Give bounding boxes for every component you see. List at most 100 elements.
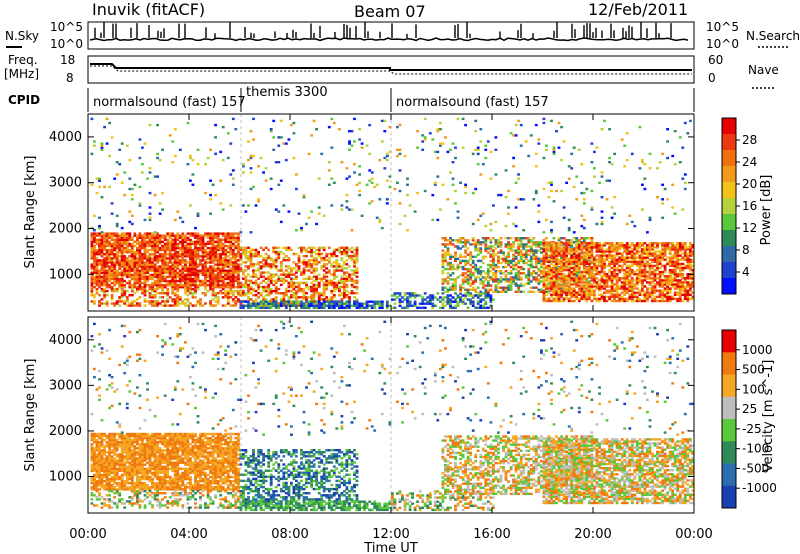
heatmap-cell — [211, 273, 215, 277]
heatmap-cell — [572, 289, 576, 292]
heatmap-cell — [181, 251, 185, 254]
heatmap-cell — [108, 255, 111, 258]
heatmap-cell — [620, 297, 624, 301]
heatmap-cell — [499, 245, 503, 248]
heatmap-cell — [249, 281, 253, 285]
heatmap-cell — [661, 279, 664, 282]
heatmap-cell — [600, 256, 604, 259]
heatmap-cell — [138, 284, 142, 287]
heatmap-cell — [529, 241, 533, 244]
heatmap-cell — [567, 293, 571, 296]
heatmap-cell — [368, 304, 372, 307]
heatmap-cell — [191, 259, 195, 262]
heatmap-cell — [603, 291, 606, 294]
heatmap-cell — [663, 242, 667, 245]
heatmap-cell — [668, 281, 672, 284]
heatmap-cell — [565, 250, 568, 253]
heatmap-cell — [610, 248, 614, 251]
heatmap-cell — [565, 287, 568, 290]
heatmap-cell — [128, 265, 132, 268]
heatmap-cell — [481, 237, 485, 240]
heatmap-cell — [595, 246, 599, 249]
heatmap-cell — [633, 270, 637, 274]
heatmap-cell — [166, 242, 170, 246]
heatmap-cell — [108, 257, 111, 260]
heatmap-cell — [668, 277, 672, 280]
heatmap-cell — [272, 259, 276, 262]
heatmap-cell — [588, 270, 591, 274]
heatmap-cell — [628, 289, 632, 292]
heatmap-cell — [542, 244, 546, 247]
heatmap-cell — [355, 304, 359, 307]
heatmap-cell — [184, 246, 187, 250]
heatmap-cell — [519, 276, 523, 279]
heatmap-cell — [550, 273, 553, 276]
heatmap-cell — [194, 251, 197, 254]
heatmap-cell — [454, 267, 457, 271]
heatmap-cell — [211, 261, 215, 264]
heatmap-cell — [186, 281, 190, 285]
heatmap-cell — [151, 244, 154, 248]
heatmap-cell — [221, 292, 225, 295]
heatmap-cell — [100, 275, 104, 279]
heatmap-cell — [623, 256, 627, 259]
heatmap-cell — [610, 258, 614, 261]
heatmap-cell — [201, 259, 205, 262]
heatmap-cell — [534, 265, 538, 269]
heatmap-cell — [133, 273, 137, 277]
heatmap-cell — [590, 260, 594, 263]
heatmap-cell — [209, 284, 212, 287]
heatmap-cell — [540, 280, 543, 283]
heatmap-cell — [585, 237, 589, 240]
heatmap-cell — [224, 257, 228, 260]
heatmap-cell — [143, 232, 147, 235]
heatmap-cell — [666, 256, 669, 259]
heatmap-cell — [133, 277, 137, 281]
heatmap-cell — [125, 259, 129, 262]
heatmap-cell — [542, 289, 546, 292]
heatmap-cell — [186, 289, 190, 293]
heatmap-cell — [620, 266, 624, 270]
heatmap-cell — [120, 251, 124, 254]
heatmap-cell — [153, 287, 157, 291]
heatmap-cell — [479, 298, 483, 301]
heatmap-cell — [290, 277, 293, 280]
heatmap-cell — [509, 272, 513, 275]
heatmap-cell — [115, 224, 119, 228]
heatmap-cell — [143, 298, 147, 301]
heatmap-cell — [239, 302, 243, 305]
heatmap-cell — [469, 282, 473, 285]
heatmap-cell — [194, 242, 197, 246]
heatmap-cell — [201, 255, 205, 258]
heatmap-cell — [618, 252, 622, 255]
heatmap-cell — [231, 279, 235, 283]
heatmap-cell — [143, 240, 147, 244]
heatmap-cell — [441, 302, 445, 305]
heatmap-cell — [196, 277, 200, 281]
heatmap-cell — [454, 257, 457, 260]
heatmap-cell — [365, 306, 369, 309]
heatmap-cell — [264, 302, 268, 305]
heatmap-cell — [234, 277, 238, 281]
heatmap-cell — [95, 177, 99, 180]
heatmap-cell — [138, 296, 142, 299]
heatmap-cell — [646, 246, 649, 249]
heatmap-cell — [691, 291, 695, 294]
heatmap-cell — [310, 246, 313, 249]
heatmap-cell — [148, 269, 152, 272]
heatmap-cell — [100, 238, 104, 241]
heatmap-cell — [638, 244, 642, 247]
heatmap-cell — [279, 269, 283, 272]
heatmap-cell — [514, 237, 518, 240]
heatmap-cell — [630, 287, 634, 290]
heatmap-cell — [572, 293, 576, 296]
heatmap-cell — [130, 300, 134, 303]
heatmap-cell — [507, 272, 510, 275]
heatmap-cell — [171, 246, 175, 250]
heatmap-cell — [317, 285, 321, 289]
heatmap-cell — [643, 266, 647, 270]
heatmap-cell — [242, 292, 245, 295]
heatmap-cell — [605, 242, 609, 245]
heatmap-cell — [151, 277, 154, 281]
heatmap-cell — [550, 248, 553, 251]
